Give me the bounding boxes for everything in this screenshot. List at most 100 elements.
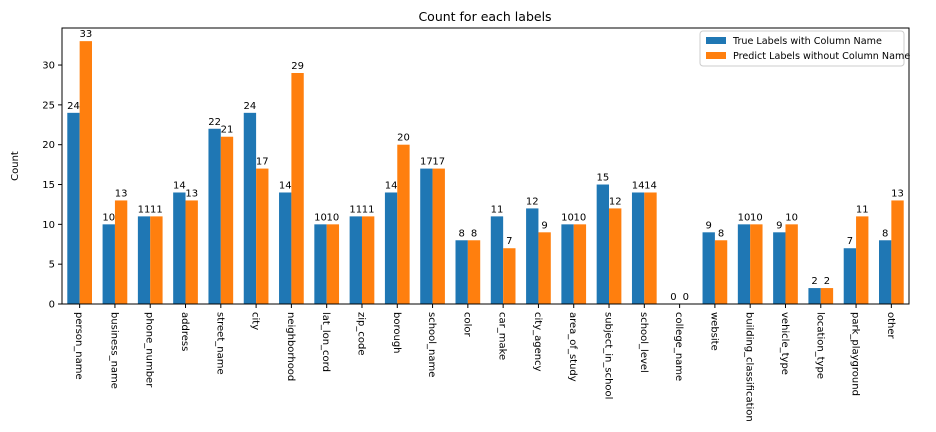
bar-true-person_name — [67, 112, 80, 304]
x-tick-label-location_type: location_type — [814, 312, 825, 379]
data-label: 9 — [706, 220, 712, 231]
data-label: 20 — [397, 133, 410, 144]
x-axis: person_name business_name phone_number addr… — [73, 304, 896, 422]
data-label: 17 — [420, 157, 433, 168]
data-label: 24 — [67, 101, 80, 112]
data-label: 13 — [185, 188, 198, 199]
bar-predict-park_playground — [856, 216, 869, 304]
bar-predict-lat_lon_cord — [326, 224, 340, 304]
bar-predict-color — [467, 240, 481, 304]
data-label: 21 — [221, 125, 234, 136]
y-tick-label: 0 — [49, 300, 55, 311]
legend[interactable]: True Labels with Column Name Predict Labe… — [699, 30, 910, 67]
bar-predict-website — [714, 240, 728, 304]
bar-true-car_make — [490, 216, 504, 304]
bar-predict-address — [185, 200, 198, 304]
data-label: 10 — [102, 212, 115, 223]
data-label: 14 — [385, 180, 398, 191]
bar-true-school_level — [631, 192, 645, 304]
x-tick-label-person_name: person_name — [73, 312, 84, 380]
bar-true-subject_in_school — [596, 184, 610, 304]
bar-predict-street_name — [220, 136, 234, 304]
x-tick-label-college_name: college_name — [673, 312, 684, 381]
x-tick-label-car_make: car_make — [497, 312, 508, 360]
bar-predict-business_name — [114, 200, 128, 304]
x-tick-label-other: other — [885, 312, 896, 340]
data-label: 8 — [458, 228, 464, 239]
legend-swatch — [706, 52, 726, 59]
data-label: 10 — [574, 212, 587, 223]
bar-predict-building_classification — [750, 224, 763, 304]
data-label: 17 — [432, 157, 445, 168]
y-axis-label: Count — [10, 151, 21, 181]
y-tick-label: 20 — [42, 140, 55, 151]
x-tick-label-business_name: business_name — [108, 312, 119, 389]
bar-true-phone_number — [137, 216, 151, 304]
data-label: 10 — [785, 212, 798, 223]
bar-true-neighborhood — [279, 192, 292, 304]
x-tick-label-zip_code: zip_code — [355, 312, 366, 356]
legend-swatch — [706, 37, 726, 44]
bar-true-area_of_study — [561, 224, 574, 304]
data-label: 11 — [491, 204, 504, 215]
data-label: 7 — [506, 236, 512, 247]
data-label: 17 — [256, 157, 269, 168]
legend-entry: Predict Labels without Column Name — [733, 51, 910, 62]
data-label: 2 — [824, 276, 830, 287]
data-label: 14 — [173, 180, 186, 191]
bar-true-location_type — [808, 288, 821, 304]
legend-box — [699, 30, 905, 67]
x-tick-label-website: website — [708, 312, 719, 351]
data-label: 13 — [891, 188, 904, 199]
bar-true-zip_code — [349, 216, 362, 304]
data-label: 11 — [856, 204, 869, 215]
bar-predict-school_level — [644, 192, 657, 304]
x-tick-label-city: city — [250, 312, 261, 330]
x-tick-label-street_name: street_name — [214, 312, 225, 375]
bar-true-vehicle_type — [773, 232, 786, 304]
data-label: 0 — [670, 292, 676, 303]
data-label: 29 — [291, 61, 304, 72]
x-tick-label-phone_number: phone_number — [144, 312, 155, 388]
bar-predict-borough — [397, 144, 410, 304]
data-label: 8 — [718, 228, 724, 239]
bar-predict-subject_in_school — [609, 208, 622, 304]
x-tick-label-address: address — [179, 312, 190, 351]
data-label: 14 — [279, 180, 292, 191]
data-label: 12 — [609, 196, 622, 207]
y-tick-label: 10 — [42, 220, 55, 231]
bar-predict-neighborhood — [291, 73, 304, 304]
bar-predict-person_name — [79, 41, 92, 305]
x-tick-label-school_level: school_level — [638, 312, 649, 373]
bar-predict-car_make — [503, 248, 516, 304]
data-label: 11 — [138, 204, 151, 215]
x-tick-label-school_name: school_name — [426, 312, 437, 377]
x-tick-label-color: color — [461, 312, 472, 338]
bar-predict-area_of_study — [573, 224, 587, 304]
y-axis: 0 5 10 15 20 25 30 — [42, 61, 62, 311]
data-label: 0 — [683, 292, 689, 303]
data-label: 10 — [326, 212, 339, 223]
data-label: 33 — [79, 29, 92, 40]
data-label: 10 — [561, 212, 574, 223]
y-tick-label: 15 — [42, 180, 55, 191]
bar-predict-other — [891, 200, 904, 304]
x-tick-label-borough: borough — [391, 312, 402, 354]
bar-true-city — [243, 112, 257, 304]
data-label: 9 — [541, 220, 547, 231]
bar-predict-phone_number — [150, 216, 163, 304]
bar-true-website — [702, 232, 715, 304]
bar-predict-vehicle_type — [785, 224, 798, 304]
x-tick-label-city_agency: city_agency — [532, 312, 543, 372]
bar-true-street_name — [208, 128, 221, 304]
data-label: 10 — [314, 212, 327, 223]
data-label: 9 — [776, 220, 782, 231]
data-label: 22 — [208, 117, 221, 128]
bar-true-address — [173, 192, 186, 304]
data-label: 8 — [882, 228, 888, 239]
bar-true-lat_lon_cord — [314, 224, 327, 304]
data-label: 11 — [349, 204, 362, 215]
y-tick-label: 5 — [49, 260, 55, 271]
bar-predict-zip_code — [361, 216, 375, 304]
